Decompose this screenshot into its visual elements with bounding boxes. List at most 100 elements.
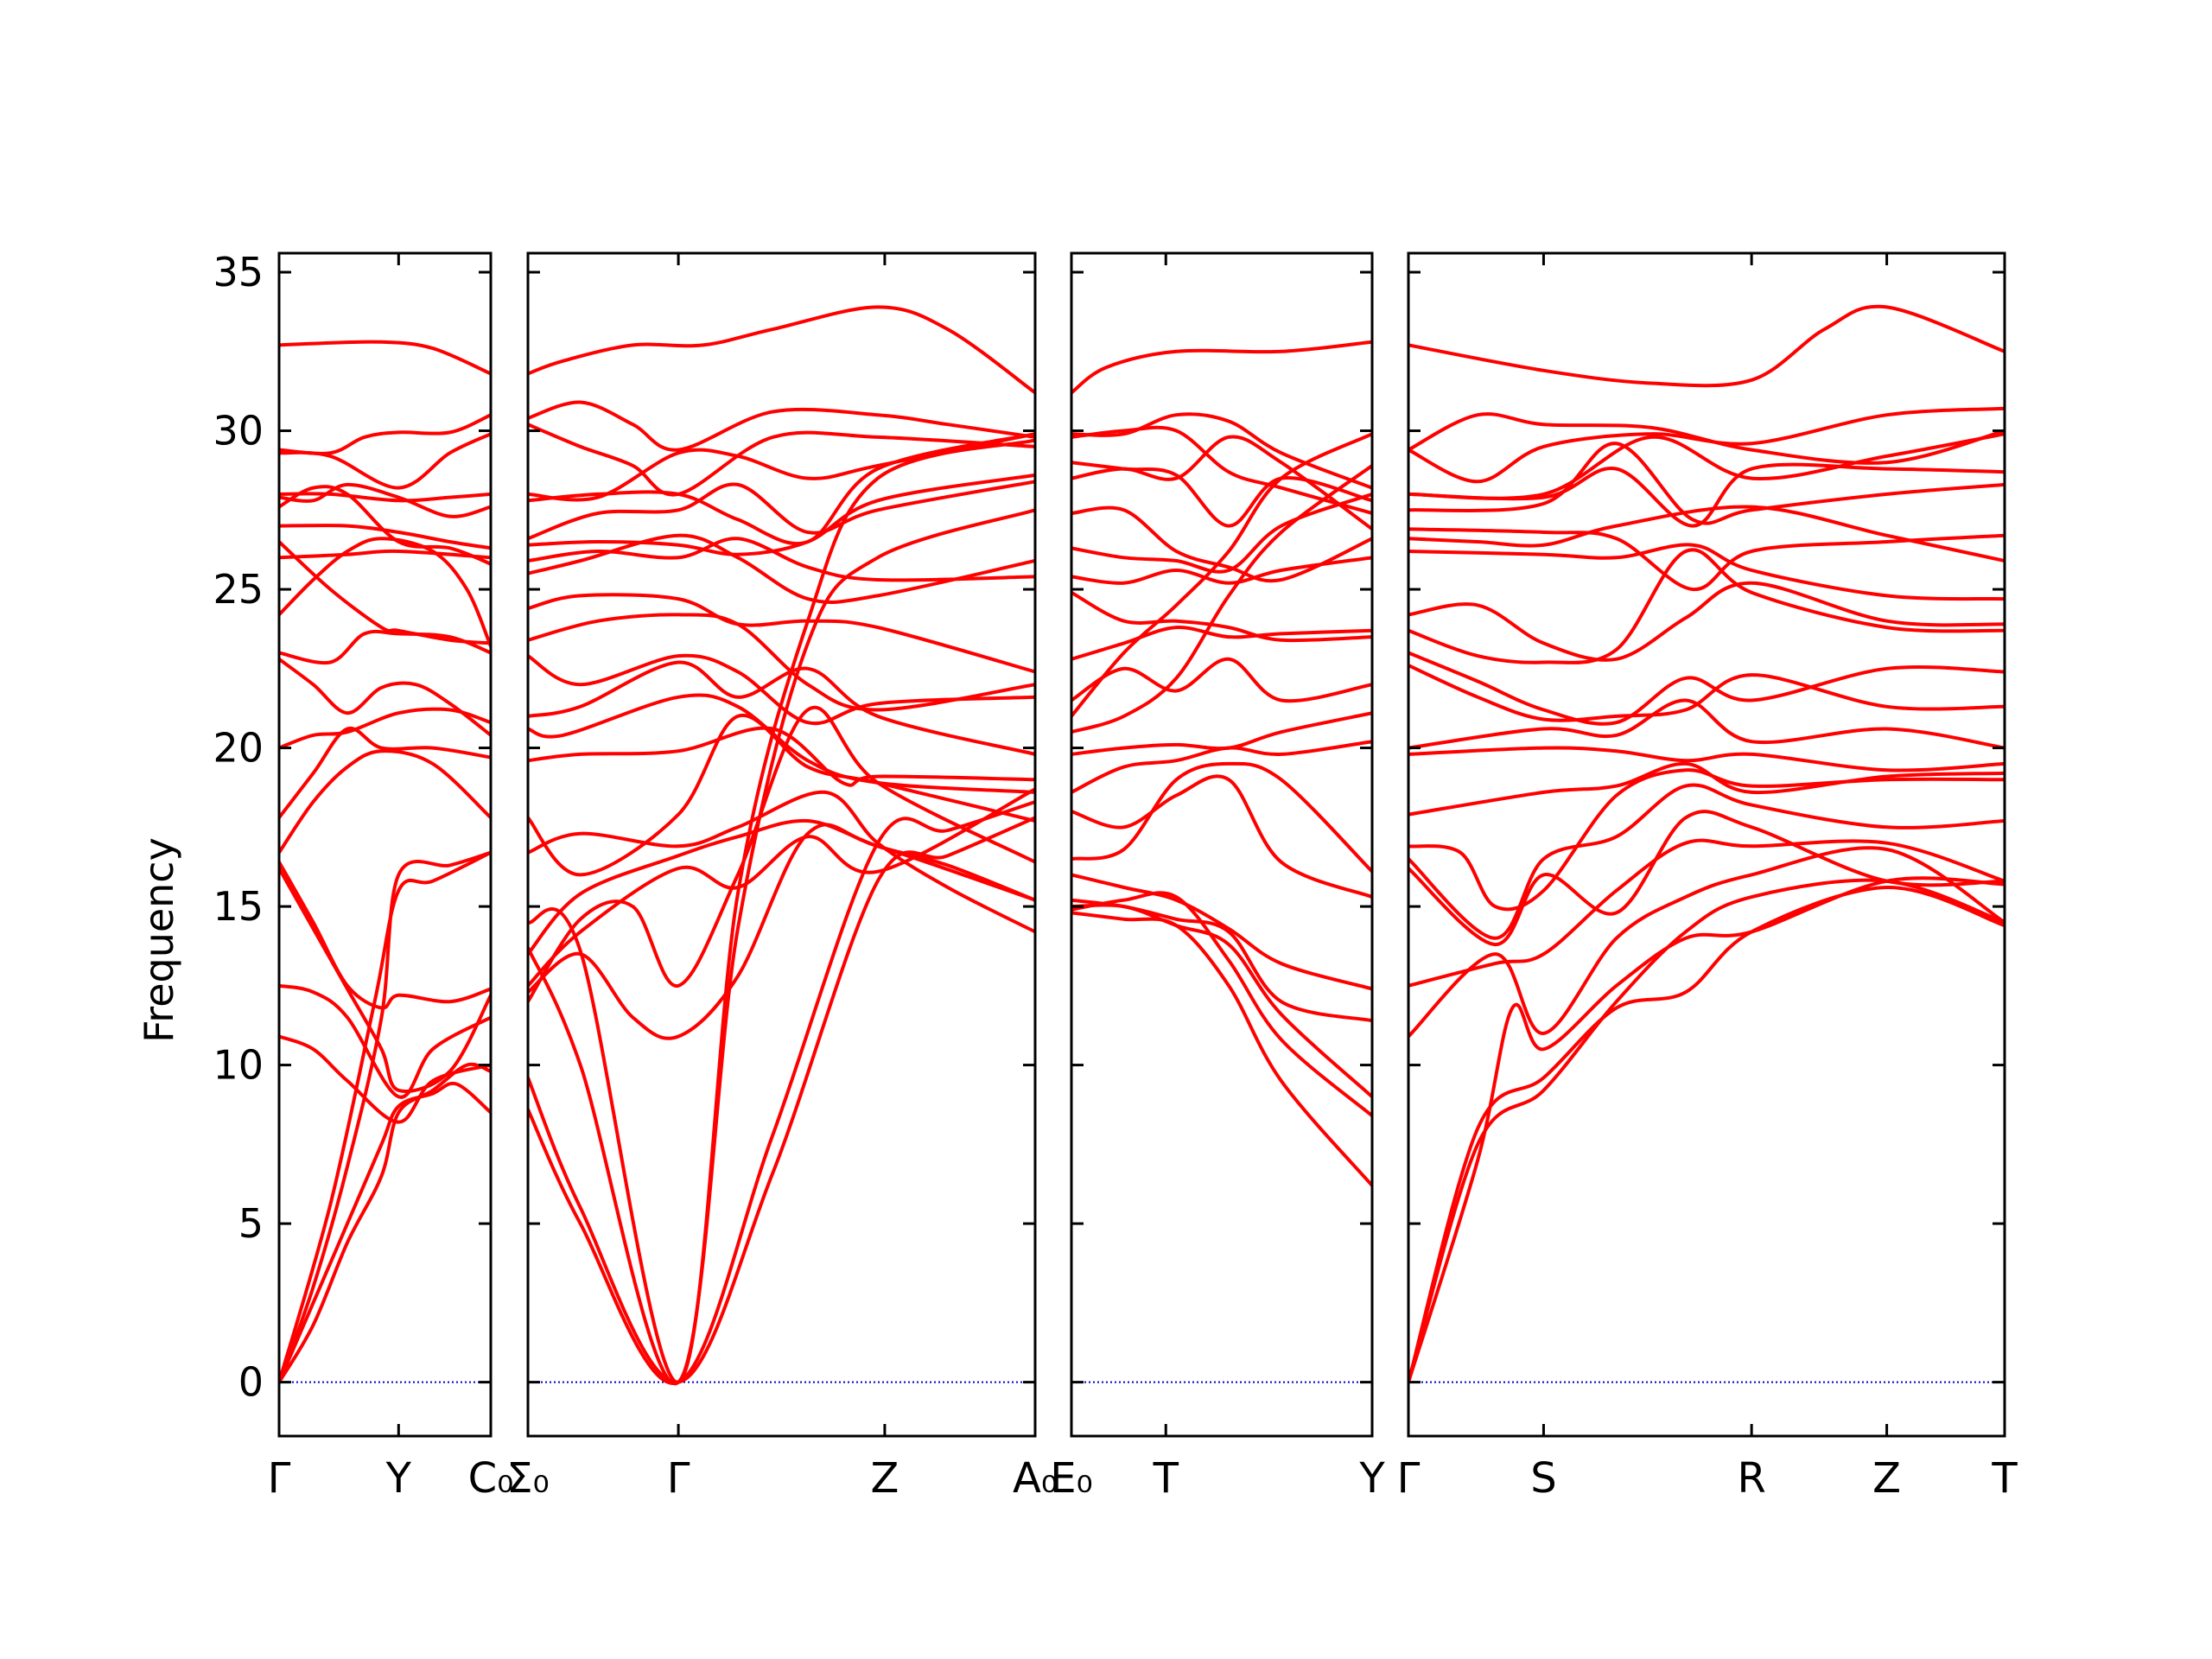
band-line bbox=[279, 1081, 491, 1383]
y-tick-label: 35 bbox=[213, 249, 264, 296]
y-tick-label: 10 bbox=[213, 1042, 264, 1089]
band-line bbox=[528, 508, 1035, 1386]
band-line bbox=[528, 400, 1035, 452]
band-line bbox=[528, 816, 1035, 1384]
band-line bbox=[279, 432, 491, 490]
band-lines bbox=[1071, 340, 1372, 1187]
band-line bbox=[279, 537, 491, 647]
x-tick-label: Γ bbox=[1397, 1454, 1421, 1503]
band-line bbox=[528, 726, 1035, 787]
band-line bbox=[1408, 505, 2005, 563]
band-line bbox=[1071, 435, 1372, 531]
band-line bbox=[1408, 543, 2005, 601]
panel-frame bbox=[1070, 251, 1374, 1438]
band-line bbox=[1071, 425, 1372, 515]
x-tick-label: T bbox=[1153, 1454, 1179, 1503]
band-line bbox=[1408, 698, 2005, 750]
band-line bbox=[279, 850, 491, 1383]
x-tick-label: Y bbox=[385, 1454, 412, 1503]
panel-2: Σ₀ Γ Z A₀ bbox=[506, 251, 1058, 1503]
band-line bbox=[279, 340, 491, 376]
band-line bbox=[1408, 304, 2005, 388]
x-tick-label: Γ bbox=[268, 1454, 291, 1503]
band-line bbox=[279, 524, 491, 550]
band-line bbox=[528, 533, 1035, 605]
band-line bbox=[1408, 761, 2005, 817]
band-line bbox=[279, 983, 491, 1099]
x-tick-label: Z bbox=[870, 1454, 899, 1503]
band-line bbox=[1408, 406, 2005, 484]
band-line bbox=[279, 1034, 491, 1124]
band-line bbox=[528, 713, 1035, 877]
band-line bbox=[279, 629, 491, 665]
band-line bbox=[528, 818, 1035, 956]
band-line bbox=[528, 480, 1035, 541]
band-line bbox=[1408, 548, 2005, 664]
x-tick-label: Γ bbox=[667, 1454, 690, 1503]
band-line bbox=[1071, 657, 1372, 703]
band-line bbox=[528, 423, 1035, 497]
panel-3: E₀ T Y bbox=[1050, 251, 1385, 1503]
band-line bbox=[1071, 761, 1372, 874]
y-axis-label: Frequency bbox=[136, 837, 182, 1043]
band-line bbox=[279, 540, 491, 645]
band-line bbox=[528, 305, 1035, 395]
band-line bbox=[1408, 810, 2005, 947]
band-line bbox=[1408, 527, 2005, 592]
y-tick-label: 15 bbox=[213, 883, 264, 930]
band-line bbox=[279, 868, 491, 1093]
band-line bbox=[1071, 740, 1372, 794]
band-line bbox=[1071, 505, 1372, 583]
band-line bbox=[279, 749, 491, 854]
y-tick-label: 0 bbox=[238, 1359, 264, 1406]
panel-frame bbox=[277, 251, 493, 1438]
band-line bbox=[528, 705, 1035, 1003]
band-lines bbox=[528, 305, 1035, 1386]
band-line bbox=[528, 693, 1035, 794]
band-line bbox=[279, 1062, 491, 1383]
x-tick-label: A₀ bbox=[1013, 1454, 1058, 1503]
band-line bbox=[279, 850, 491, 1383]
band-lines bbox=[1408, 304, 2005, 1383]
band-line bbox=[528, 787, 1035, 988]
band-line bbox=[1408, 432, 2005, 500]
band-line bbox=[1408, 442, 2005, 525]
band-line bbox=[279, 485, 491, 566]
band-line bbox=[528, 432, 1035, 502]
band-line bbox=[528, 432, 1035, 545]
band-line bbox=[528, 790, 1035, 934]
band-line bbox=[528, 823, 1035, 1040]
band-line bbox=[279, 482, 491, 518]
band-line bbox=[279, 413, 491, 455]
band-line bbox=[528, 800, 1035, 1385]
band-line bbox=[1071, 412, 1372, 490]
band-line bbox=[1071, 873, 1372, 991]
band-line bbox=[1071, 774, 1372, 899]
band-line bbox=[279, 658, 491, 737]
band-line bbox=[1408, 846, 2005, 1038]
band-line bbox=[279, 726, 491, 819]
y-tick-label: 25 bbox=[213, 566, 264, 613]
band-line bbox=[528, 653, 1035, 726]
band-line bbox=[279, 492, 491, 503]
band-line bbox=[1071, 891, 1372, 1117]
band-line bbox=[1408, 412, 2005, 465]
y-tick-label: 20 bbox=[213, 725, 264, 772]
band-lines bbox=[279, 340, 491, 1383]
band-line bbox=[1408, 581, 2005, 662]
band-line bbox=[1071, 464, 1372, 734]
x-tick-label: Σ₀ bbox=[506, 1454, 550, 1503]
x-tick-label: E₀ bbox=[1050, 1454, 1093, 1503]
band-line bbox=[1408, 664, 2005, 722]
band-line bbox=[1071, 911, 1372, 1187]
x-tick-label: Y bbox=[1358, 1454, 1385, 1503]
band-line bbox=[1408, 462, 2005, 528]
band-line bbox=[279, 707, 491, 750]
band-line bbox=[1408, 885, 2005, 1383]
y-tick-label: 5 bbox=[238, 1200, 264, 1247]
band-line bbox=[279, 549, 491, 560]
band-line bbox=[528, 473, 1035, 556]
band-line bbox=[1408, 783, 2005, 940]
